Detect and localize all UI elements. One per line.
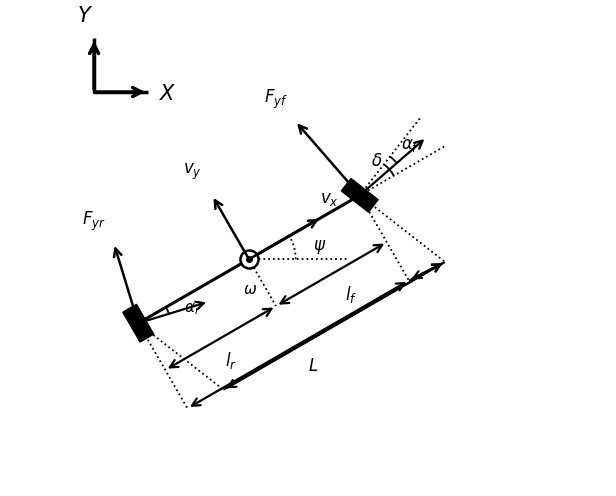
Text: $X$: $X$ <box>159 84 177 105</box>
Polygon shape <box>341 179 378 212</box>
Text: $\alpha_f$: $\alpha_f$ <box>401 136 419 154</box>
Text: $F_{yr}$: $F_{yr}$ <box>82 210 106 234</box>
Polygon shape <box>123 305 153 342</box>
Text: $\omega$: $\omega$ <box>243 282 257 298</box>
Text: $l_f$: $l_f$ <box>345 284 357 305</box>
Text: $l_r$: $l_r$ <box>224 350 237 372</box>
Text: $Y$: $Y$ <box>77 5 93 26</box>
Text: $\psi$: $\psi$ <box>314 238 326 255</box>
Text: $F_{yf}$: $F_{yf}$ <box>264 88 288 111</box>
Text: $\delta$: $\delta$ <box>371 152 383 170</box>
Text: $\alpha_r$: $\alpha_r$ <box>184 302 201 317</box>
Text: $v_y$: $v_y$ <box>184 162 202 182</box>
Text: $L$: $L$ <box>308 357 318 374</box>
Text: $v_x$: $v_x$ <box>320 189 339 208</box>
